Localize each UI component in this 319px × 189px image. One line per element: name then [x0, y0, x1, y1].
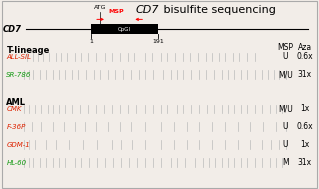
Text: 0.6x: 0.6x [296, 122, 313, 131]
Text: MSP: MSP [109, 9, 124, 14]
Text: CMK: CMK [6, 106, 22, 112]
Text: M/U: M/U [278, 104, 293, 113]
Text: bisulfite sequencing: bisulfite sequencing [160, 5, 275, 15]
Text: ATG: ATG [94, 5, 107, 10]
Text: 1: 1 [89, 39, 93, 44]
Text: U: U [283, 52, 288, 61]
Text: CD7: CD7 [3, 25, 22, 34]
Text: U: U [283, 122, 288, 131]
Text: 191: 191 [152, 39, 164, 44]
Text: Aza: Aza [298, 43, 312, 52]
Text: GDM-1: GDM-1 [6, 142, 30, 148]
Text: MSP: MSP [278, 43, 293, 52]
Text: CpGI: CpGI [118, 27, 131, 32]
Text: SR-786: SR-786 [6, 72, 32, 78]
Text: U: U [283, 140, 288, 149]
Text: 31x: 31x [298, 158, 312, 167]
Text: HL-60: HL-60 [6, 160, 26, 166]
Text: CD7: CD7 [136, 5, 160, 15]
Text: AML: AML [6, 98, 26, 107]
Text: 31x: 31x [298, 70, 312, 79]
Text: 1x: 1x [300, 104, 309, 113]
Text: T-lineage: T-lineage [6, 46, 50, 55]
Text: M: M [282, 158, 289, 167]
Text: F-36P: F-36P [6, 124, 26, 130]
Text: 0.6x: 0.6x [296, 52, 313, 61]
Text: ALL-SIL: ALL-SIL [6, 54, 31, 60]
Text: M/U: M/U [278, 70, 293, 79]
Bar [91, 24, 158, 35]
Text: 1x: 1x [300, 140, 309, 149]
